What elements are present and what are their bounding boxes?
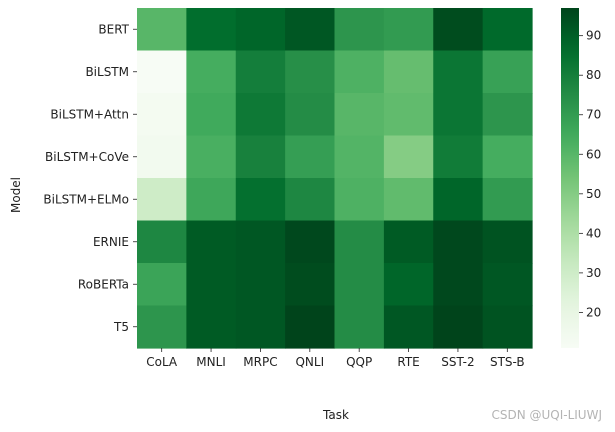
x-axis-title: Task [322, 408, 349, 422]
colorbar-tick-label: 90 [586, 29, 601, 43]
heatmap-cell [482, 8, 533, 52]
heatmap-cell [235, 178, 286, 222]
x-tick-label: MRPC [243, 355, 277, 369]
x-tick-label: SST-2 [441, 355, 474, 369]
x-axis-ticks: CoLA MNLI MRPC QNLI QQP RTE SST-2 STS-B [146, 348, 525, 369]
heatmap-cell [186, 220, 237, 264]
heatmap-cell [137, 263, 187, 307]
heatmap-cell [383, 50, 434, 94]
heatmap-cell [235, 305, 286, 349]
colorbar-tick-label: 60 [586, 147, 601, 161]
heatmap-cell [383, 135, 434, 179]
colorbar [561, 8, 579, 348]
heatmap-cell [285, 263, 336, 307]
heatmap-cell [137, 50, 187, 94]
heatmap-cell [433, 263, 484, 307]
heatmap-cell [285, 50, 336, 94]
y-axis-ticks: BERT BiLSTM BiLSTM+Attn BiLSTM+CoVe BiLSTM+E… [43, 22, 137, 334]
heatmap-cell [482, 135, 533, 179]
y-tick-label: BiLSTM [85, 65, 129, 79]
heatmap-cell [186, 93, 237, 137]
heatmap-cell [137, 220, 187, 264]
heatmap-cell [433, 305, 484, 349]
y-axis-title: Model [9, 177, 23, 213]
heatmap-cell [433, 135, 484, 179]
heatmap-cell [482, 220, 533, 264]
y-tick-label: BiLSTM+CoVe [45, 150, 129, 164]
x-tick-label: STS-B [490, 355, 525, 369]
heatmap-cell [137, 305, 187, 349]
heatmap-cell [482, 305, 533, 349]
heatmap-cell [235, 135, 286, 179]
heatmap-cell [186, 50, 237, 94]
y-tick-label: RoBERTa [78, 277, 129, 291]
colorbar-tick-label: 20 [586, 305, 601, 319]
heatmap-cell [137, 135, 187, 179]
heatmap-cell [285, 135, 336, 179]
heatmap-cell [334, 135, 385, 179]
heatmap-cell [285, 178, 336, 222]
heatmap-cell [383, 305, 434, 349]
heatmap-cell [285, 305, 336, 349]
x-tick-label: QQP [346, 355, 372, 369]
heatmap-cell [383, 178, 434, 222]
y-tick-label: ERNIE [93, 235, 129, 249]
heatmap-cell [285, 8, 336, 52]
heatmap-cell [433, 93, 484, 137]
heatmap-cell [482, 178, 533, 222]
heatmap-cells [137, 8, 533, 349]
y-tick-label: T5 [113, 320, 129, 334]
y-tick-label: BERT [98, 22, 129, 36]
colorbar-tick-label: 40 [586, 226, 601, 240]
heatmap-cell [482, 50, 533, 94]
heatmap-cell [433, 50, 484, 94]
heatmap-cell [186, 135, 237, 179]
heatmap-cell [334, 263, 385, 307]
heatmap-cell [334, 305, 385, 349]
heatmap-cell [334, 50, 385, 94]
heatmap-cell [137, 93, 187, 137]
heatmap-cell [235, 93, 286, 137]
watermark: CSDN @UQI-LIUWJ [491, 408, 602, 422]
heatmap-cell [235, 220, 286, 264]
heatmap-cell [186, 8, 237, 52]
x-tick-label: RTE [397, 355, 419, 369]
heatmap-cell [186, 178, 237, 222]
heatmap-cell [235, 8, 286, 52]
heatmap-cell [137, 8, 187, 52]
colorbar-ticks: 20 30 40 50 60 70 80 90 [579, 29, 601, 319]
heatmap-cell [383, 220, 434, 264]
heatmap-cell [334, 93, 385, 137]
heatmap-cell [383, 8, 434, 52]
heatmap-cell [235, 50, 286, 94]
heatmap-cell [285, 220, 336, 264]
heatmap-cell [334, 178, 385, 222]
y-tick-label: BiLSTM+Attn [50, 107, 129, 121]
heatmap-cell [137, 178, 187, 222]
heatmap-cell [186, 305, 237, 349]
heatmap-cell [433, 220, 484, 264]
heatmap-cell [383, 93, 434, 137]
heatmap-cell [186, 263, 237, 307]
x-tick-label: MNLI [196, 355, 226, 369]
heatmap-cell [334, 8, 385, 52]
heatmap-cell [433, 8, 484, 52]
heatmap-cell [482, 93, 533, 137]
heatmap-cell [482, 263, 533, 307]
heatmap-cell [433, 178, 484, 222]
heatmap-cell [235, 263, 286, 307]
colorbar-tick-label: 30 [586, 266, 601, 280]
heatmap-cell [383, 263, 434, 307]
x-tick-label: QNLI [295, 355, 324, 369]
y-tick-label: BiLSTM+ELMo [43, 192, 129, 206]
heatmap-cell [334, 220, 385, 264]
colorbar-tick-label: 50 [586, 187, 601, 201]
heatmap-cell [285, 93, 336, 137]
x-tick-label: CoLA [146, 355, 178, 369]
colorbar-tick-label: 70 [586, 108, 601, 122]
colorbar-tick-label: 80 [586, 68, 601, 82]
